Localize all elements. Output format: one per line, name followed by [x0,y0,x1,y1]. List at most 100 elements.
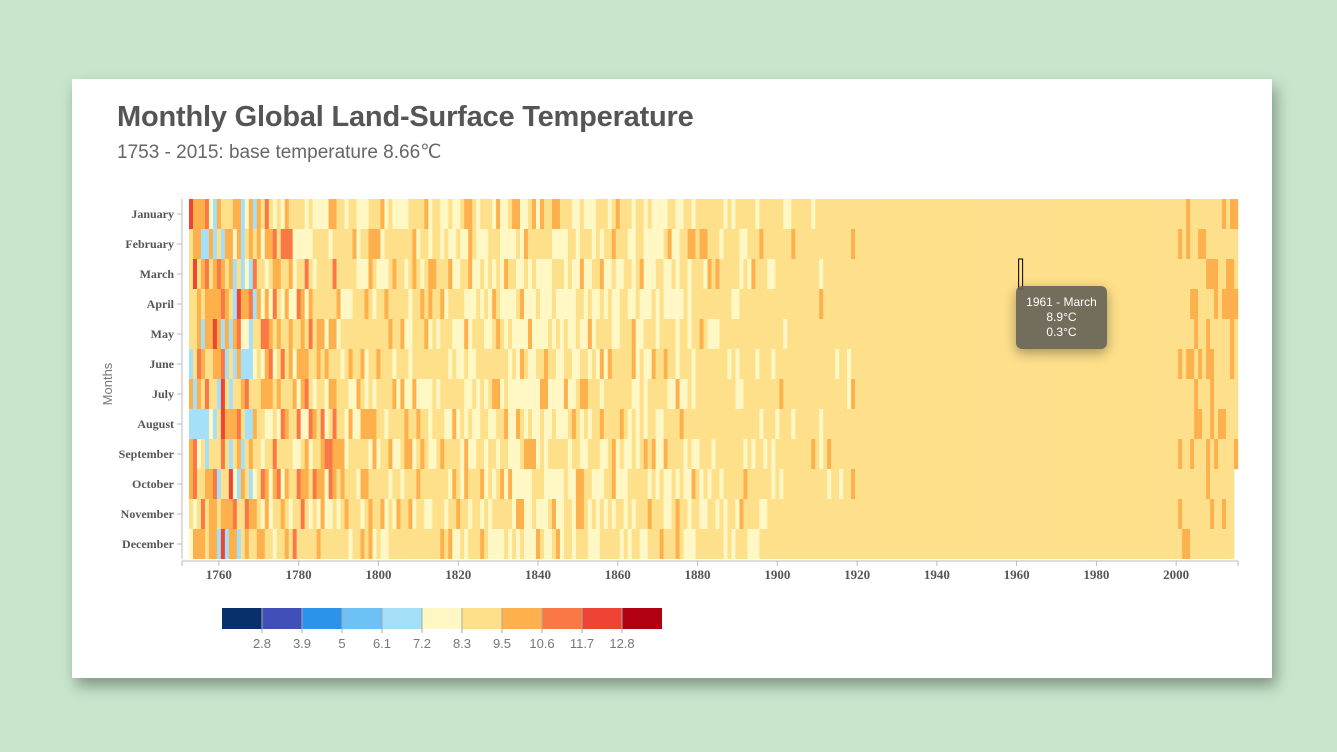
heatmap-cell [567,289,573,319]
heatmap-cell [404,439,409,469]
heatmap-cell [703,199,708,229]
heatmap-cell [1222,469,1227,499]
heatmap-cell [615,319,621,349]
heatmap-cell [380,229,385,259]
heatmap-cell [376,199,381,229]
heatmap-cell [1050,349,1055,379]
heatmap-cell [795,199,800,229]
heatmap-cell [348,229,353,259]
heatmap-cell [228,439,234,469]
heatmap-cell [1006,319,1011,349]
heatmap-cell [1062,499,1067,529]
heatmap-cell [1154,379,1159,409]
heatmap-cell [763,349,768,379]
heatmap-cell [436,199,441,229]
heatmap-cell [890,259,896,289]
heatmap-cell [1078,199,1083,229]
heatmap-cell [1142,229,1147,259]
heatmap-cell [228,289,234,319]
heatmap-cell [603,379,609,409]
heatmap-cell [855,439,860,469]
y-tick-label: June [149,357,174,371]
heatmap-cell [799,319,804,349]
heatmap-cell [827,229,832,259]
heatmap-cell [1082,379,1087,409]
heatmap-cell [1110,199,1115,229]
heatmap-cell [348,499,353,529]
heatmap-cell [982,289,987,319]
heatmap-cell [902,529,908,559]
heatmap-cell [934,349,940,379]
heatmap-cell [1106,409,1111,439]
heatmap-cell [1210,439,1215,469]
heatmap-cell [1150,259,1155,289]
heatmap-cell [1114,529,1119,559]
heatmap-cell [1214,529,1219,559]
heatmap-cell [1142,319,1147,349]
heatmap-cell [356,199,361,229]
heatmap-cell [1010,439,1015,469]
heatmap-cell [272,259,277,289]
heatmap-cell [771,289,776,319]
heatmap-cell [1058,439,1063,469]
heatmap-cell [1222,259,1227,289]
heatmap-cell [599,499,605,529]
heatmap-cell [651,349,656,379]
heatmap-cell [196,259,202,289]
heatmap-cell [811,499,816,529]
heatmap-cell [504,409,509,439]
heatmap-cell [428,319,433,349]
heatmap-cell [607,529,613,559]
heatmap-cell [476,229,481,259]
heatmap-cell [994,349,999,379]
heatmap-cell [1226,349,1231,379]
heatmap-cell [1154,529,1159,559]
heatmap-cell [528,469,533,499]
heatmap-cell [739,469,744,499]
heatmap-cell [651,229,656,259]
heatmap-cell [344,469,349,499]
legend-swatch [382,608,422,629]
heatmap-cell [887,529,892,559]
heatmap-cell [292,409,297,439]
heatmap-cell [312,349,317,379]
heatmap-cell [579,289,585,319]
heatmap-cell [1166,349,1171,379]
heatmap-cell [827,439,832,469]
heatmap-cell [332,409,337,439]
heatmap-cell [1082,349,1087,379]
heatmap-cell [1178,259,1183,289]
heatmap-cell [1130,349,1135,379]
heatmap-cell [699,199,704,229]
heatmap-cell [851,259,856,289]
heatmap-cell [994,469,999,499]
heatmap-cell [695,289,700,319]
heatmap-cell [189,319,194,349]
heatmap-cell [268,469,274,499]
heatmap-cell [615,439,621,469]
heatmap-cell [1150,319,1155,349]
heatmap-cell [567,529,573,559]
heatmap-cell [635,199,640,229]
heatmap-cell [472,229,477,259]
heatmap-cell [619,379,625,409]
heatmap-cell [260,259,266,289]
heatmap-cell [835,319,840,349]
heatmap-cell [1230,379,1235,409]
heatmap-cell [755,199,760,229]
heatmap-cell [831,469,836,499]
heatmap-cell [472,349,477,379]
heatmap-cell [1226,409,1231,439]
heatmap-cell [663,469,668,499]
heatmap-cell [575,439,581,469]
heatmap-cell [492,499,497,529]
heatmap-cells [189,199,1239,559]
heatmap-cell [1010,349,1015,379]
heatmap-cell [316,409,321,439]
heatmap-cell [543,379,549,409]
heatmap-cell [1098,379,1103,409]
heatmap-cell [1190,349,1195,379]
heatmap-cell [1138,499,1143,529]
heatmap-cell [189,379,194,409]
heatmap-cell [942,229,948,259]
